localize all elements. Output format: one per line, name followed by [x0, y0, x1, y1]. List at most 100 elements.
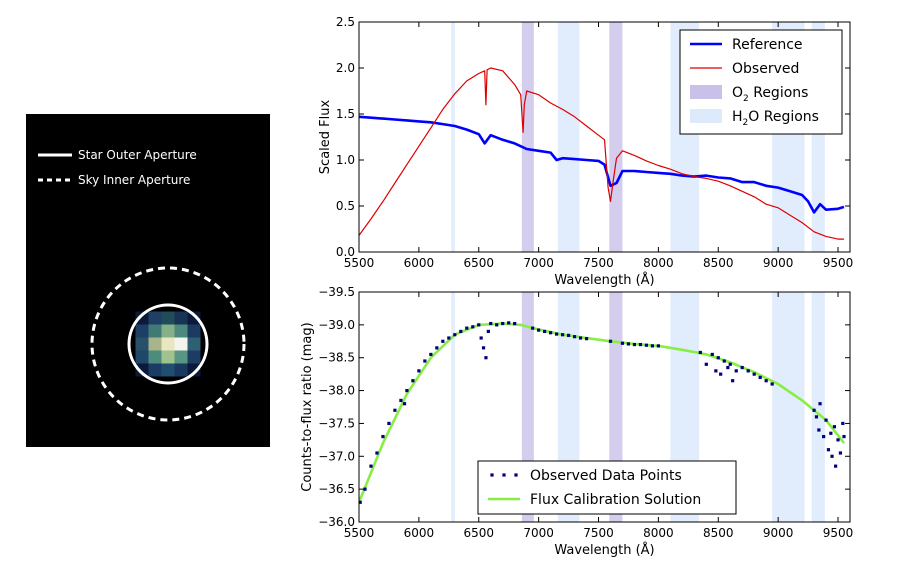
legend-label-text: Flux Calibration Solution [530, 492, 701, 508]
data-point [752, 372, 756, 376]
data-point [758, 375, 762, 380]
star-pixel [187, 363, 201, 377]
legend-label: O2 Regions [732, 85, 808, 104]
data-point [584, 337, 589, 341]
y-tick-label: 0.0 [336, 245, 355, 259]
star-pixel [135, 337, 149, 351]
data-point [486, 329, 490, 334]
star-pixel [161, 311, 175, 325]
star-pixel [187, 311, 201, 325]
data-point [832, 425, 837, 429]
x-tick-label: 8000 [643, 256, 674, 270]
star-pixel [161, 337, 175, 351]
star-pixel [161, 363, 175, 377]
x-tick-label: 9000 [763, 526, 794, 540]
data-point [719, 372, 723, 376]
y-tick-label: 0.5 [336, 199, 355, 213]
data-point [471, 325, 475, 329]
legend-star-aperture-label: Star Outer Aperture [78, 148, 197, 162]
data-point [501, 321, 505, 326]
data-point [453, 333, 457, 337]
data-point [770, 382, 774, 386]
data-point [411, 379, 415, 383]
x-axis-label: Wavelength (Å) [554, 272, 654, 288]
data-point [812, 408, 816, 412]
data-point [824, 418, 828, 422]
data-point [826, 448, 831, 452]
x-tick-label: 6500 [463, 256, 494, 270]
h2o-band [557, 22, 580, 252]
legend-label-subscript: 2 [743, 94, 749, 104]
legend-label: Flux Calibration Solution [530, 492, 701, 508]
legend-label: Observed [732, 61, 799, 77]
data-point [381, 434, 385, 439]
data-point [513, 321, 517, 326]
data-point [638, 342, 643, 347]
data-point [477, 323, 481, 327]
data-point [459, 329, 463, 334]
y-tick-label: −36.0 [318, 515, 355, 529]
data-point [818, 402, 822, 406]
y-tick-label: −38.5 [318, 351, 355, 365]
legend-point-swatch [490, 473, 494, 477]
data-point [543, 329, 547, 334]
x-tick-label: 9500 [823, 526, 854, 540]
data-point [387, 421, 391, 426]
y-tick-label: −37.5 [318, 416, 355, 430]
scaled-flux-chart: 5500 6000 6500 7000 7500 8000 8500 9000 9500 0.0 0… [318, 15, 853, 288]
data-point [734, 369, 738, 373]
data-point [710, 352, 714, 357]
x-tick-label: 7500 [583, 526, 614, 540]
data-point [441, 339, 445, 343]
star-pixel [135, 311, 149, 325]
data-point [479, 336, 483, 340]
y-tick-label: 1.0 [336, 153, 355, 167]
legend-label-suffix: O Regions [748, 109, 819, 125]
data-point [817, 428, 821, 432]
series-line-observed [359, 67, 844, 240]
data-point [484, 356, 488, 360]
data-point [656, 344, 660, 348]
data-point [531, 326, 535, 330]
y-tick-label: −36.5 [318, 482, 355, 496]
data-point [435, 346, 439, 350]
data-point [632, 342, 637, 347]
legend-label-text: Observed Data Points [530, 468, 682, 484]
data-point [465, 326, 469, 330]
y-tick-label: 1.5 [336, 107, 355, 121]
data-point [495, 323, 499, 327]
data-point [764, 379, 768, 383]
x-tick-label: 8500 [703, 526, 734, 540]
legend-point-swatch [502, 473, 506, 477]
data-point [402, 402, 407, 406]
legend-label: H2O Regions [732, 109, 819, 128]
data-point [834, 464, 838, 468]
data-point [836, 438, 840, 442]
star-pixel [148, 363, 162, 377]
o2-band [609, 22, 623, 252]
data-point [626, 342, 631, 346]
x-tick-label: 8000 [643, 526, 674, 540]
sky-inner-aperture-circle [90, 266, 246, 422]
calibration-chart: 5500 6000 6500 7000 7500 8000 8500 9000 9500 −39.… [300, 285, 853, 558]
x-tick-label: 7000 [523, 256, 554, 270]
legend-label-text: Observed [732, 61, 799, 77]
legend-point-swatch [514, 473, 518, 477]
legend-band-swatch [690, 85, 722, 99]
data-point [537, 328, 541, 332]
data-point [405, 388, 409, 393]
aperture-image-panel: Star Outer Aperture Sky Inner Aperture [26, 114, 270, 447]
star-pixel [174, 363, 188, 377]
data-point [728, 362, 732, 366]
y-tick-label: 2.5 [336, 15, 355, 29]
star-pixel [174, 324, 188, 338]
star-outer-aperture-circle [127, 303, 209, 385]
h2o-band [451, 22, 455, 252]
data-point [369, 464, 373, 468]
data-point [399, 398, 403, 403]
star-pixel [135, 350, 149, 364]
h2o-band [811, 292, 825, 522]
star-pixel [174, 311, 188, 325]
star-pixel [174, 337, 188, 351]
